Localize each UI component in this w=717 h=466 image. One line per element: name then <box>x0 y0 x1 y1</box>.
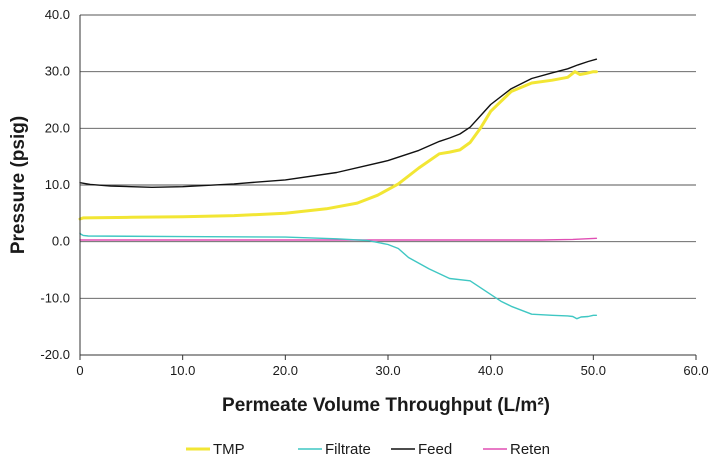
series-line-feed <box>79 58 598 188</box>
x-tick-label: 20.0 <box>273 363 298 378</box>
y-axis-title: Pressure (psig) <box>8 116 29 254</box>
y-tick-label: 20.0 <box>45 120 70 135</box>
x-tick-label: 50.0 <box>581 363 606 378</box>
x-tick-label: 40.0 <box>478 363 503 378</box>
series-lines <box>78 58 598 320</box>
legend-label-filtrate: Filtrate <box>325 441 371 458</box>
legend-label-tmp: TMP <box>213 441 245 458</box>
x-tick-label: 10.0 <box>170 363 195 378</box>
x-axis-title: Permeate Volume Throughput (L/m²) <box>222 395 550 416</box>
y-tick-label: 0.0 <box>52 234 70 249</box>
axes <box>79 15 697 360</box>
y-tick-label: 30.0 <box>45 64 70 79</box>
x-tick-label: 30.0 <box>375 363 400 378</box>
x-tick-labels: 0 10.0 20.0 30.0 40.0 50.0 60.0 <box>76 363 708 378</box>
legend: TMP Filtrate Feed Reten <box>186 441 550 458</box>
series-line-reten <box>79 237 598 241</box>
y-tick-label: 10.0 <box>45 177 70 192</box>
x-tick-label: 60.0 <box>683 363 708 378</box>
y-tick-label: 40.0 <box>45 7 70 22</box>
y-tick-label: -10.0 <box>40 290 70 305</box>
gridlines <box>80 14 696 356</box>
y-tick-label: -20.0 <box>40 347 70 362</box>
series-line-tmp <box>78 70 598 221</box>
series-line-filtrate <box>79 232 598 320</box>
y-tick-labels: -20.0 -10.0 0.0 10.0 20.0 30.0 40.0 <box>40 7 70 362</box>
legend-label-reten: Reten <box>510 441 550 458</box>
legend-label-feed: Feed <box>418 441 452 458</box>
x-tick-label: 0 <box>76 363 83 378</box>
